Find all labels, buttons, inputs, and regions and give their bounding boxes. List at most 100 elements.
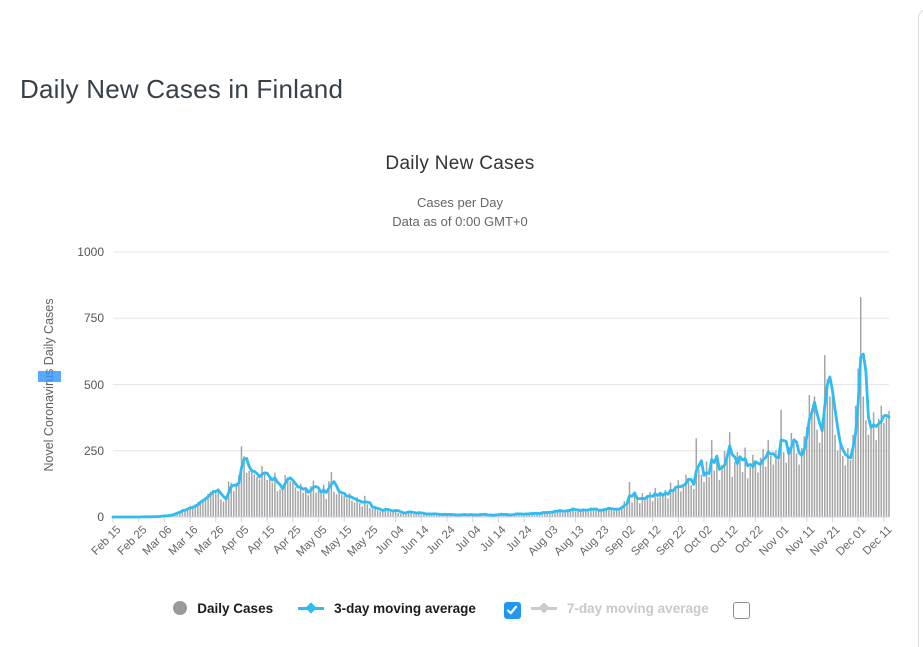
daily-cases-bar[interactable]	[302, 492, 304, 517]
daily-cases-bar[interactable]	[608, 506, 610, 517]
daily-cases-bar[interactable]	[631, 502, 633, 517]
daily-cases-bar[interactable]	[621, 506, 623, 517]
daily-cases-bar[interactable]	[811, 414, 813, 517]
daily-cases-bar[interactable]	[656, 497, 659, 517]
daily-cases-bar[interactable]	[803, 436, 805, 517]
daily-cases-bar[interactable]	[420, 514, 423, 517]
daily-cases-bar[interactable]	[340, 494, 343, 517]
legend-item-daily-cases[interactable]: Daily Cases	[173, 601, 273, 616]
daily-cases-bar[interactable]	[543, 512, 546, 518]
daily-cases-bar[interactable]	[669, 482, 672, 517]
daily-cases-bar[interactable]	[795, 453, 798, 517]
daily-cases-bar[interactable]	[793, 439, 795, 517]
daily-cases-bar[interactable]	[821, 420, 823, 517]
daily-cases-bar[interactable]	[520, 514, 523, 517]
daily-cases-bar[interactable]	[713, 470, 716, 518]
daily-cases-bar[interactable]	[207, 493, 209, 517]
daily-cases-bar[interactable]	[705, 461, 708, 517]
daily-cases-bar[interactable]	[197, 502, 199, 517]
daily-cases-bar[interactable]	[641, 493, 644, 517]
daily-cases-bar[interactable]	[204, 497, 207, 517]
daily-cases-bar[interactable]	[251, 468, 253, 517]
daily-cases-bar[interactable]	[824, 355, 826, 517]
daily-cases-bar[interactable]	[600, 510, 602, 517]
daily-cases-bar[interactable]	[310, 486, 312, 517]
daily-cases-bar[interactable]	[194, 504, 196, 517]
daily-cases-bar[interactable]	[788, 446, 790, 517]
daily-cases-bar[interactable]	[775, 450, 777, 517]
daily-cases-bar[interactable]	[867, 434, 870, 517]
daily-cases-bar[interactable]	[358, 503, 361, 517]
daily-cases-bar[interactable]	[710, 440, 713, 517]
daily-cases-bar[interactable]	[806, 426, 808, 517]
daily-cases-bar[interactable]	[528, 513, 531, 517]
daily-cases-bar[interactable]	[546, 513, 549, 517]
daily-cases-bar[interactable]	[428, 514, 430, 517]
daily-cases-bar[interactable]	[772, 464, 775, 517]
daily-cases-bar[interactable]	[777, 460, 780, 517]
daily-cases-bar[interactable]	[212, 489, 214, 517]
daily-cases-bar[interactable]	[883, 422, 885, 517]
daily-cases-bar[interactable]	[741, 471, 744, 517]
daily-cases-bar[interactable]	[258, 479, 261, 517]
daily-cases-bar[interactable]	[405, 513, 407, 517]
daily-cases-bar[interactable]	[394, 509, 397, 517]
daily-cases-bar[interactable]	[361, 506, 364, 517]
daily-cases-bar[interactable]	[430, 514, 433, 517]
daily-cases-bar[interactable]	[680, 491, 682, 517]
daily-cases-bar[interactable]	[186, 507, 189, 517]
daily-cases-bar[interactable]	[328, 481, 330, 517]
daily-cases-bar[interactable]	[572, 507, 574, 517]
daily-cases-bar[interactable]	[217, 488, 220, 517]
daily-cases-bar[interactable]	[474, 515, 477, 517]
daily-cases-bar[interactable]	[813, 396, 816, 517]
daily-cases-bar[interactable]	[613, 510, 615, 517]
daily-cases-bar[interactable]	[723, 450, 726, 517]
daily-cases-bar[interactable]	[808, 395, 811, 517]
daily-cases-bar[interactable]	[397, 512, 399, 517]
daily-cases-bar[interactable]	[382, 509, 384, 517]
daily-cases-bar[interactable]	[561, 512, 564, 517]
daily-cases-bar[interactable]	[525, 514, 528, 517]
daily-cases-bar[interactable]	[877, 418, 880, 517]
daily-cases-bar[interactable]	[682, 484, 685, 517]
daily-cases-bar[interactable]	[767, 440, 769, 517]
daily-cases-bar[interactable]	[423, 513, 425, 517]
daily-cases-bar[interactable]	[626, 504, 628, 517]
daily-cases-bar[interactable]	[859, 297, 862, 517]
daily-cases-bar[interactable]	[754, 462, 757, 517]
daily-cases-bar[interactable]	[610, 509, 613, 517]
daily-cases-bar[interactable]	[639, 503, 641, 517]
daily-cases-bar[interactable]	[559, 509, 561, 517]
daily-cases-bar[interactable]	[240, 446, 243, 517]
daily-cases-bar[interactable]	[392, 510, 394, 517]
daily-cases-bar[interactable]	[800, 448, 803, 517]
daily-cases-bar[interactable]	[659, 493, 662, 517]
daily-cases-bar[interactable]	[885, 417, 888, 518]
daily-cases-bar[interactable]	[770, 456, 772, 517]
daily-cases-bar[interactable]	[739, 456, 741, 517]
daily-cases-bar[interactable]	[253, 474, 256, 517]
daily-cases-bar[interactable]	[556, 511, 559, 517]
daily-cases-bar[interactable]	[482, 515, 484, 517]
daily-cases-bar[interactable]	[857, 368, 859, 517]
daily-cases-bar[interactable]	[222, 501, 225, 517]
daily-cases-bar[interactable]	[243, 456, 245, 517]
daily-cases-bar[interactable]	[379, 511, 381, 517]
3day-moving-average-checkbox[interactable]	[503, 601, 521, 619]
daily-cases-bar[interactable]	[582, 508, 584, 517]
daily-cases-bar[interactable]	[587, 509, 590, 517]
daily-cases-bar[interactable]	[294, 487, 297, 517]
daily-cases-bar[interactable]	[698, 469, 700, 517]
daily-cases-bar[interactable]	[718, 479, 721, 517]
daily-cases-bar[interactable]	[454, 515, 456, 517]
daily-cases-bar[interactable]	[307, 495, 310, 517]
daily-cases-bar[interactable]	[518, 514, 520, 517]
daily-cases-bar[interactable]	[320, 493, 322, 517]
daily-cases-bar[interactable]	[849, 460, 852, 517]
daily-cases-bar[interactable]	[644, 499, 646, 517]
daily-cases-bar[interactable]	[407, 510, 410, 517]
daily-cases-bar[interactable]	[592, 510, 595, 518]
daily-cases-bar[interactable]	[744, 447, 746, 517]
daily-cases-bar[interactable]	[364, 495, 366, 517]
